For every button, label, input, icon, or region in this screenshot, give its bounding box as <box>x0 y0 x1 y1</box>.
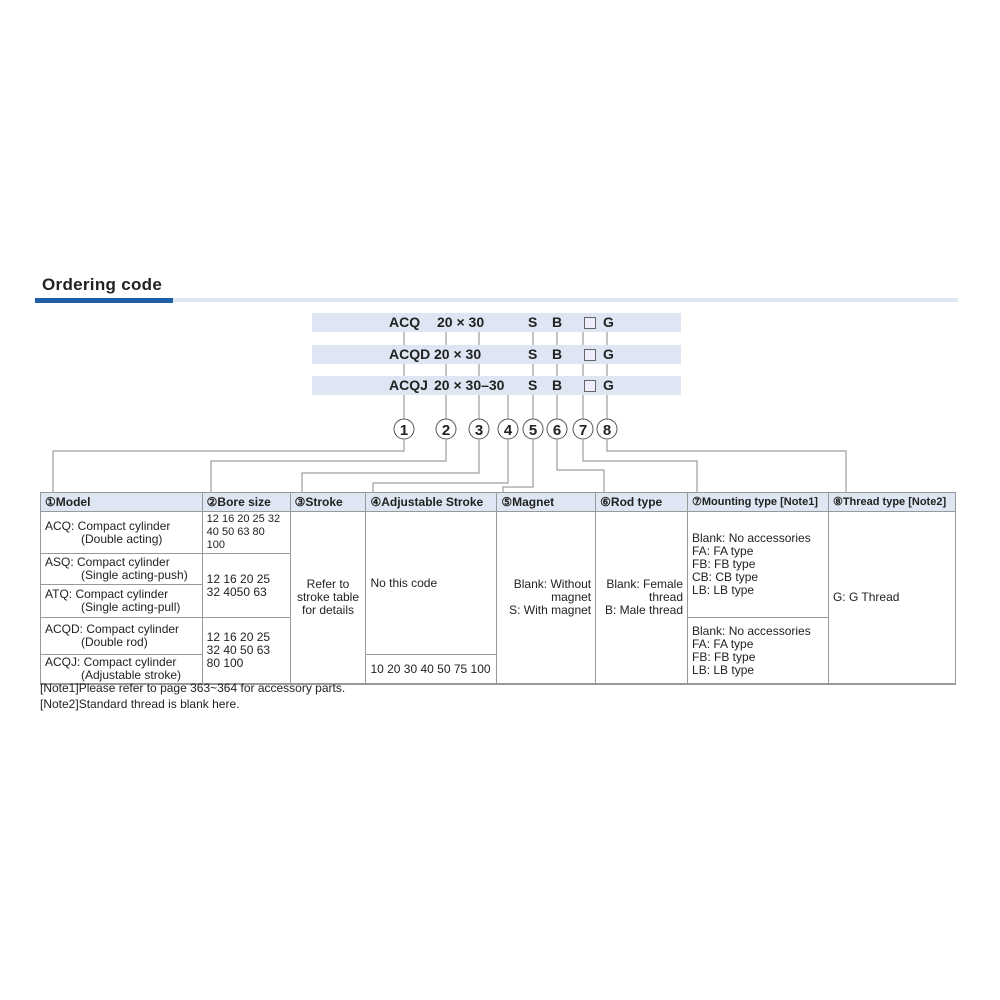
ordering-code-table: ①Model ②Bore size ③Stroke ④Adjustable St… <box>40 492 957 685</box>
table-row: ATQ: Compact cylinder (Single acting-pull… <box>40 584 956 618</box>
mounting-placeholder-box <box>584 317 596 329</box>
model-code: ACQ <box>389 314 421 330</box>
mounting-placeholder-box <box>584 349 596 361</box>
table-row: ACQJ: Compact cylinder (Adjustable stroke… <box>40 654 956 685</box>
adjustable-stroke-cell: No this code <box>365 511 498 655</box>
marker-number: 5 <box>529 422 537 439</box>
connector-line <box>582 440 698 492</box>
header-row: ①Model ②Bore size ③Stroke ④Adjustable St… <box>40 492 957 512</box>
marker-circle-8 <box>596 418 618 440</box>
thread-code: G <box>603 377 614 393</box>
note-1: [Note1]Please refer to page 363~364 for … <box>40 681 346 695</box>
marker-circle-6 <box>546 418 568 440</box>
model-cell: ACQD: Compact cylinder (Double rod) <box>40 617 203 655</box>
thread-cell: G: G Thread <box>827 511 957 685</box>
model-cell: ATQ: Compact cylinder (Single acting-pull… <box>40 584 203 618</box>
section-title: Ordering code <box>42 275 163 294</box>
rod-type-cell: Blank: Female thread B: Male thread <box>595 511 689 685</box>
mounting-cell: Blank: No accessories FA: FA type FB: FB t… <box>687 617 829 685</box>
mounting-option: LB: LB type <box>692 583 755 597</box>
table-row: ASQ: Compact cylinder (Single acting-push… <box>40 553 956 618</box>
marker-number: 3 <box>475 422 483 439</box>
code-row-acq: ACQ 20 × 30 S B G <box>312 313 681 332</box>
mounting-option: Blank: No accessories <box>692 623 811 638</box>
mounting-option: FA: FA type <box>692 544 754 558</box>
rod-code: B <box>552 314 563 330</box>
mounting-option: FB: FB type <box>692 649 756 664</box>
model-cell: ASQ: Compact cylinder (Single acting-push… <box>40 553 203 585</box>
title-underline-accent <box>35 298 173 303</box>
rod-code: B <box>552 346 563 362</box>
marker-number: 1 <box>400 422 408 439</box>
mounting-option: FA: FA type <box>692 636 754 651</box>
magnet-code: S <box>528 314 538 330</box>
mounting-option: LB: LB type <box>692 662 755 677</box>
marker-circle-1 <box>393 418 415 440</box>
bore-stroke-code: 20 × 30 <box>437 314 485 330</box>
header-model: ①Model <box>40 492 203 512</box>
mounting-cell: Blank: No accessories FA: FA type FB: FB t… <box>687 511 829 618</box>
title-underline <box>173 298 958 302</box>
marker-circle-3 <box>468 418 490 440</box>
table-row: ACQ: Compact cylinder (Double acting) 12 … <box>40 511 957 685</box>
header-thread-type: ⑧Thread type [Note2] <box>827 492 957 512</box>
mounting-option: FB: FB type <box>692 557 756 571</box>
connector-line <box>502 440 534 492</box>
connector-line <box>606 440 847 492</box>
code-row-acqj: ACQJ 20 × 30–30 S B G <box>312 376 681 395</box>
marker-number: 6 <box>553 422 561 439</box>
model-cell: ACQ: Compact cylinder (Double acting) <box>40 511 203 554</box>
marker-number: 7 <box>579 422 587 439</box>
model-code: ACQJ <box>389 377 428 393</box>
marker-number: 8 <box>603 422 611 439</box>
bore-stroke-code: 20 × 30–30 <box>434 377 505 393</box>
model-cell: ACQJ: Compact cylinder (Adjustable stroke… <box>40 654 203 685</box>
mounting-placeholder-box <box>584 380 596 392</box>
magnet-code: S <box>528 377 538 393</box>
marker-circle-5 <box>522 418 544 440</box>
thread-code: G <box>603 314 614 330</box>
bore-cell: 12 16 20 25 32 40 50 63 80 100 <box>201 511 291 554</box>
thread-code: G <box>603 346 614 362</box>
adjustable-stroke-cell: 10 20 30 40 50 75 100 <box>365 654 498 685</box>
bore-cell: 12 16 20 25 32 4050 63 <box>201 553 291 618</box>
note-2: [Note2]Standard thread is blank here. <box>40 697 240 711</box>
connector-line <box>556 440 605 492</box>
bore-cell: 12 16 20 25 32 40 50 63 80 100 <box>201 617 291 685</box>
header-stroke: ③Stroke <box>289 492 367 512</box>
magnet-cell: Blank: Without magnet S: With magnet <box>496 511 597 685</box>
rod-code: B <box>552 377 563 393</box>
header-adjustable-stroke: ④Adjustable Stroke <box>365 492 498 512</box>
marker-circle-7 <box>572 418 594 440</box>
model-code: ACQD <box>389 346 431 362</box>
magnet-code: S <box>528 346 538 362</box>
connector-line <box>210 440 447 492</box>
mounting-option: CB: CB type <box>692 570 759 584</box>
bore-stroke-code: 20 × 30 <box>434 346 482 362</box>
table-row: ACQD: Compact cylinder (Double rod) 12 16… <box>40 617 956 685</box>
marker-number: 4 <box>504 422 513 439</box>
header-magnet: ⑤Magnet <box>496 492 597 512</box>
code-row-acqd: ACQD 20 × 30 S B G <box>312 345 681 364</box>
header-bore-size: ②Bore size <box>201 492 291 512</box>
marker-number: 2 <box>442 422 450 439</box>
connector-line <box>52 440 405 492</box>
stroke-cell: Refer to stroke table for details <box>289 511 367 685</box>
marker-circle-2 <box>435 418 457 440</box>
connector-line <box>372 440 509 492</box>
header-mounting-type: ⑦Mounting type [Note1] <box>687 492 829 512</box>
marker-circle-4 <box>497 418 519 440</box>
connector-line <box>301 440 480 492</box>
header-rod-type: ⑥Rod type <box>595 492 689 512</box>
mounting-option: Blank: No accessories <box>692 531 811 545</box>
